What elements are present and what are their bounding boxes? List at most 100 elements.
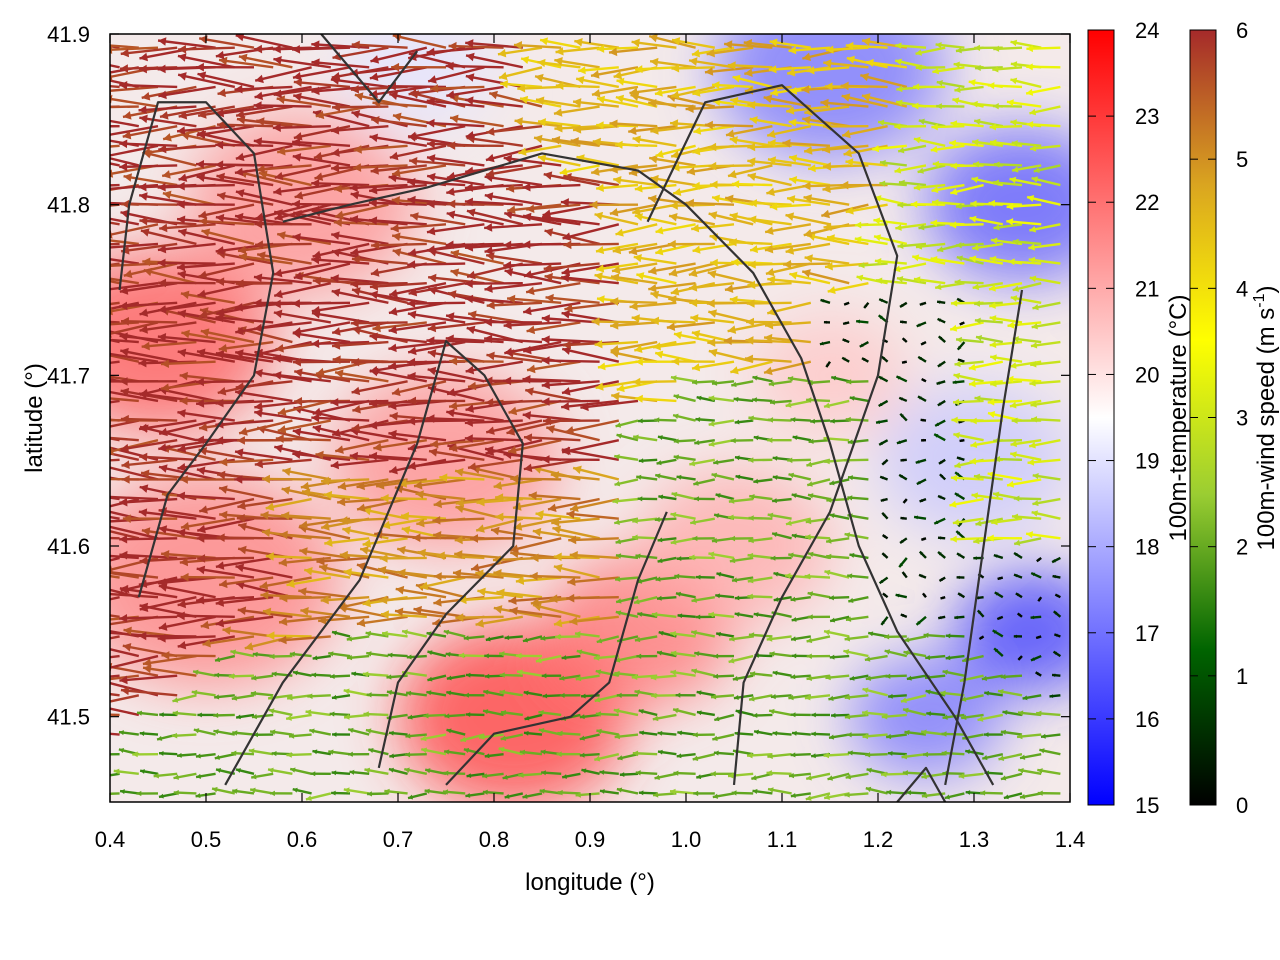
wind-arrow (856, 274, 888, 285)
wind-arrow (919, 497, 927, 503)
wind-arrow (528, 491, 581, 501)
wind-arrow (845, 41, 888, 50)
wind-arrow (895, 593, 908, 599)
wind-arrow (197, 71, 255, 89)
wind-arrow (118, 730, 139, 736)
wind-arrow (631, 38, 677, 49)
wind-arrow (193, 728, 216, 736)
wind-arrow (368, 747, 389, 756)
wind-arrow (954, 278, 984, 286)
wind-arrow (652, 713, 677, 722)
wind-arrow (987, 534, 1023, 542)
wind-arrow (237, 606, 293, 619)
wind-arrow (449, 114, 504, 128)
wind-arrow (820, 298, 831, 304)
wind-arrow (841, 93, 888, 108)
wind-arrow (790, 417, 811, 423)
wind-arrow (932, 66, 965, 75)
wind-arrow (596, 95, 639, 108)
wind-arrow (952, 380, 965, 385)
wind-arrow (537, 118, 581, 128)
wind-arrow (218, 485, 274, 501)
wind-arrow (690, 629, 716, 638)
wind-arrow (727, 321, 773, 334)
wind-arrow (262, 474, 312, 484)
wind-arrow (767, 437, 792, 444)
wind-arrow (631, 674, 658, 681)
wind-arrow (1010, 295, 1042, 304)
wind-arrow (956, 552, 966, 559)
wind-arrow (925, 689, 946, 697)
wind-arrow (954, 360, 984, 368)
wind-arrow (648, 34, 696, 49)
wind-arrow (535, 654, 562, 664)
wind-arrow (827, 772, 850, 781)
wind-arrow (830, 418, 850, 424)
wind-arrow (915, 458, 927, 464)
wind-arrow (752, 375, 773, 383)
wind-arrow (634, 213, 677, 226)
wind-arrow (713, 673, 735, 679)
wind-arrow (957, 358, 965, 363)
wind-arrow (581, 768, 600, 776)
wind-arrow (278, 635, 331, 645)
wind-arrow (253, 273, 312, 285)
wind-arrow (656, 650, 677, 658)
wind-arrow (974, 395, 1003, 403)
wind-arrow (657, 435, 677, 442)
wind-arrow (356, 615, 408, 628)
wind-arrow (311, 413, 370, 423)
wind-arrow (499, 672, 523, 678)
wind-arrow (898, 179, 927, 187)
wind-arrow (693, 124, 735, 135)
wind-arrow (953, 372, 984, 383)
wind-arrow (343, 713, 370, 720)
wind-arrow (158, 792, 178, 799)
wind-arrow (593, 654, 619, 661)
wind-arrow (844, 694, 869, 701)
wind-arrow (596, 728, 620, 736)
wind-arrow (955, 530, 966, 540)
wind-arrow (917, 355, 927, 363)
wind-arrow (1028, 242, 1061, 251)
wind-arrow (806, 397, 831, 403)
wind-arrow (672, 707, 696, 717)
wind-arrow (311, 672, 331, 678)
wind-arrow (566, 593, 619, 603)
wind-arrow (849, 674, 869, 681)
temperature-colorbar-label: 100m-temperature (°C) (1165, 294, 1192, 541)
wind-arrow (859, 340, 869, 348)
wind-arrow (899, 537, 908, 544)
wind-arrow (253, 732, 274, 738)
wind-arrow (1033, 164, 1061, 174)
wind-arrow (657, 730, 677, 736)
wind-arrow (578, 66, 619, 75)
wind-arrow (136, 790, 159, 797)
wind-arrow (846, 379, 869, 385)
wind-arrow (844, 791, 869, 798)
wind-arrow (713, 713, 735, 722)
wind-arrow (291, 45, 351, 54)
wind-arrow (842, 321, 850, 326)
wind-arrow (825, 674, 850, 681)
wind-arrow (561, 654, 581, 661)
wind-arrow (1051, 673, 1061, 677)
wind-arrow (1017, 655, 1023, 661)
wind-arrow (388, 730, 408, 736)
wind-arrow (177, 635, 236, 650)
wind-arrow (675, 591, 696, 599)
wind-arrow (254, 458, 312, 469)
wind-arrow (388, 340, 447, 353)
wind-arrow (1035, 710, 1061, 717)
wind-arrow (874, 257, 907, 265)
wind-arrow (196, 124, 255, 139)
colorbar-tick-label: 3 (1236, 406, 1248, 431)
wind-arrow (523, 433, 581, 442)
wind-arrow (635, 394, 677, 403)
wind-arrow (692, 535, 715, 542)
wind-arrow (113, 768, 139, 776)
wind-arrow (862, 687, 888, 697)
wind-arrow (293, 92, 351, 108)
wind-arrow (304, 567, 351, 579)
wind-arrow (426, 154, 485, 167)
